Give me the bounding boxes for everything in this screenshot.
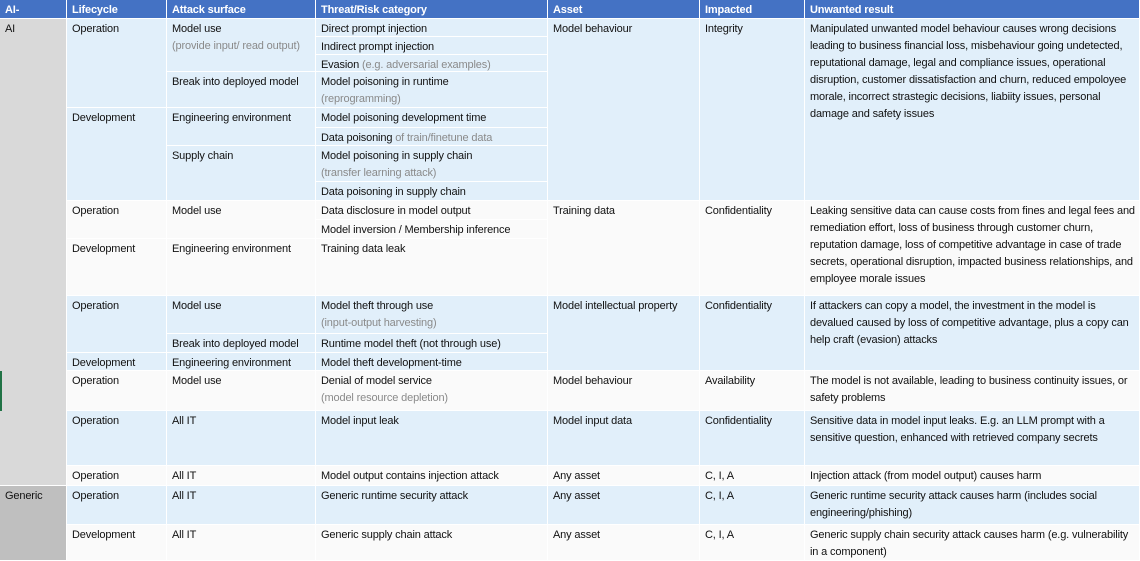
threat-label: Data poisoning	[321, 132, 393, 144]
impacted-cell: C, I, A	[700, 525, 805, 561]
asset-cell: Model intellectual property	[548, 296, 700, 371]
asset-cell: Any asset	[548, 486, 700, 525]
impacted-cell: Integrity	[700, 19, 805, 201]
threat-note: (transfer learning attack)	[321, 167, 437, 179]
impacted-cell: Confidentiality	[700, 411, 805, 466]
header-lifecycle: Lifecycle	[67, 0, 167, 19]
result-cell: If attackers can copy a model, the inves…	[805, 296, 1140, 371]
threat-note: of train/finetune data	[395, 132, 493, 144]
lifecycle-cell: Operation	[67, 19, 167, 108]
surface-cell: Engineering environment	[167, 239, 316, 296]
surface-note: (provide input/ read output)	[172, 40, 300, 52]
surface-cell: Model use	[167, 371, 316, 411]
surface-cell: Model use	[167, 296, 316, 334]
surface-cell: Engineering environment	[167, 108, 316, 146]
surface-cell: Engineering environment	[167, 353, 316, 371]
threat-cell: Model output contains injection attack	[316, 466, 548, 486]
threat-label: Model poisoning in supply chain	[321, 150, 473, 162]
threat-cell: Model poisoning development time	[316, 108, 548, 128]
impacted-cell: C, I, A	[700, 486, 805, 525]
surface-cell: Break into deployed model	[167, 72, 316, 108]
surface-label: Model use	[172, 23, 222, 35]
threat-cell: Denial of model service (model resource d…	[316, 371, 548, 411]
threat-cell: Evasion (e.g. adversarial examples)	[316, 55, 548, 72]
lifecycle-cell: Operation	[67, 411, 167, 466]
threat-cell: Generic supply chain attack	[316, 525, 548, 561]
threat-cell: Model theft development-time	[316, 353, 548, 371]
threat-cell: Runtime model theft (not through use)	[316, 334, 548, 353]
threat-note: (e.g. adversarial examples)	[362, 59, 491, 71]
threat-cell: Model input leak	[316, 411, 548, 466]
impacted-cell: Confidentiality	[700, 201, 805, 296]
threat-cell: Model inversion / Membership inference	[316, 220, 548, 239]
threat-cell: Data poisoning in supply chain	[316, 182, 548, 201]
lifecycle-cell: Development	[67, 108, 167, 201]
header-asset: Asset	[548, 0, 700, 19]
surface-cell: All IT	[167, 525, 316, 561]
group-ai: AI	[0, 19, 67, 486]
lifecycle-cell: Development	[67, 353, 167, 371]
lifecycle-cell: Development	[67, 239, 167, 296]
impacted-cell: Availability	[700, 371, 805, 411]
threat-cell: Training data leak	[316, 239, 548, 296]
result-cell: Sensitive data in model input leaks. E.g…	[805, 411, 1140, 466]
asset-cell: Model input data	[548, 411, 700, 466]
selection-marker	[0, 371, 2, 411]
lifecycle-cell: Development	[67, 525, 167, 561]
header-threat: Threat/Risk category	[316, 0, 548, 19]
impacted-cell: C, I, A	[700, 466, 805, 486]
result-cell: The model is not available, leading to b…	[805, 371, 1140, 411]
header-ai-specific: AI-specific?	[0, 0, 67, 19]
threat-note: (input-output harvesting)	[321, 317, 437, 329]
threat-cell: Model theft through use (input-output har…	[316, 296, 548, 334]
threat-cell: Data poisoning of train/finetune data	[316, 128, 548, 146]
lifecycle-cell: Operation	[67, 466, 167, 486]
group-generic: Generic	[0, 486, 67, 561]
threat-label: Model poisoning in runtime	[321, 76, 449, 88]
threat-cell: Generic runtime security attack	[316, 486, 548, 525]
asset-cell: Model behaviour	[548, 371, 700, 411]
surface-cell: Supply chain	[167, 146, 316, 201]
threat-label: Model theft through use	[321, 300, 434, 312]
threat-note: (reprogramming)	[321, 93, 401, 105]
surface-cell: All IT	[167, 466, 316, 486]
asset-cell: Model behaviour	[548, 19, 700, 201]
result-cell: Leaking sensitive data can cause costs f…	[805, 201, 1140, 296]
threat-cell: Direct prompt injection	[316, 19, 548, 37]
header-impacted: Impacted	[700, 0, 805, 19]
lifecycle-cell: Operation	[67, 371, 167, 411]
threat-cell: Data disclosure in model output	[316, 201, 548, 220]
lifecycle-cell: Operation	[67, 201, 167, 239]
surface-cell: All IT	[167, 411, 316, 466]
header-attack-surface: Attack surface	[167, 0, 316, 19]
result-cell: Generic runtime security attack causes h…	[805, 486, 1140, 525]
surface-cell: Break into deployed model	[167, 334, 316, 353]
result-cell: Injection attack (from model output) cau…	[805, 466, 1140, 486]
threat-note: (model resource depletion)	[321, 392, 448, 404]
threat-label: Denial of model service	[321, 375, 432, 387]
surface-cell: All IT	[167, 486, 316, 525]
impacted-cell: Confidentiality	[700, 296, 805, 371]
threat-cell: Model poisoning in supply chain (transfer…	[316, 146, 548, 182]
lifecycle-cell: Operation	[67, 296, 167, 353]
threat-cell: Model poisoning in runtime (reprogramming…	[316, 72, 548, 108]
header-unwanted-result: Unwanted result	[805, 0, 1140, 19]
asset-cell: Any asset	[548, 466, 700, 486]
threat-label: Evasion	[321, 59, 360, 71]
surface-cell: Model use (provide input/ read output)	[167, 19, 316, 72]
surface-cell: Model use	[167, 201, 316, 239]
lifecycle-cell: Operation	[67, 486, 167, 525]
asset-cell: Any asset	[548, 525, 700, 561]
result-cell: Generic supply chain security attack cau…	[805, 525, 1140, 561]
threat-cell: Indirect prompt injection	[316, 37, 548, 55]
result-cell: Manipulated unwanted model behaviour cau…	[805, 19, 1140, 201]
asset-cell: Training data	[548, 201, 700, 296]
